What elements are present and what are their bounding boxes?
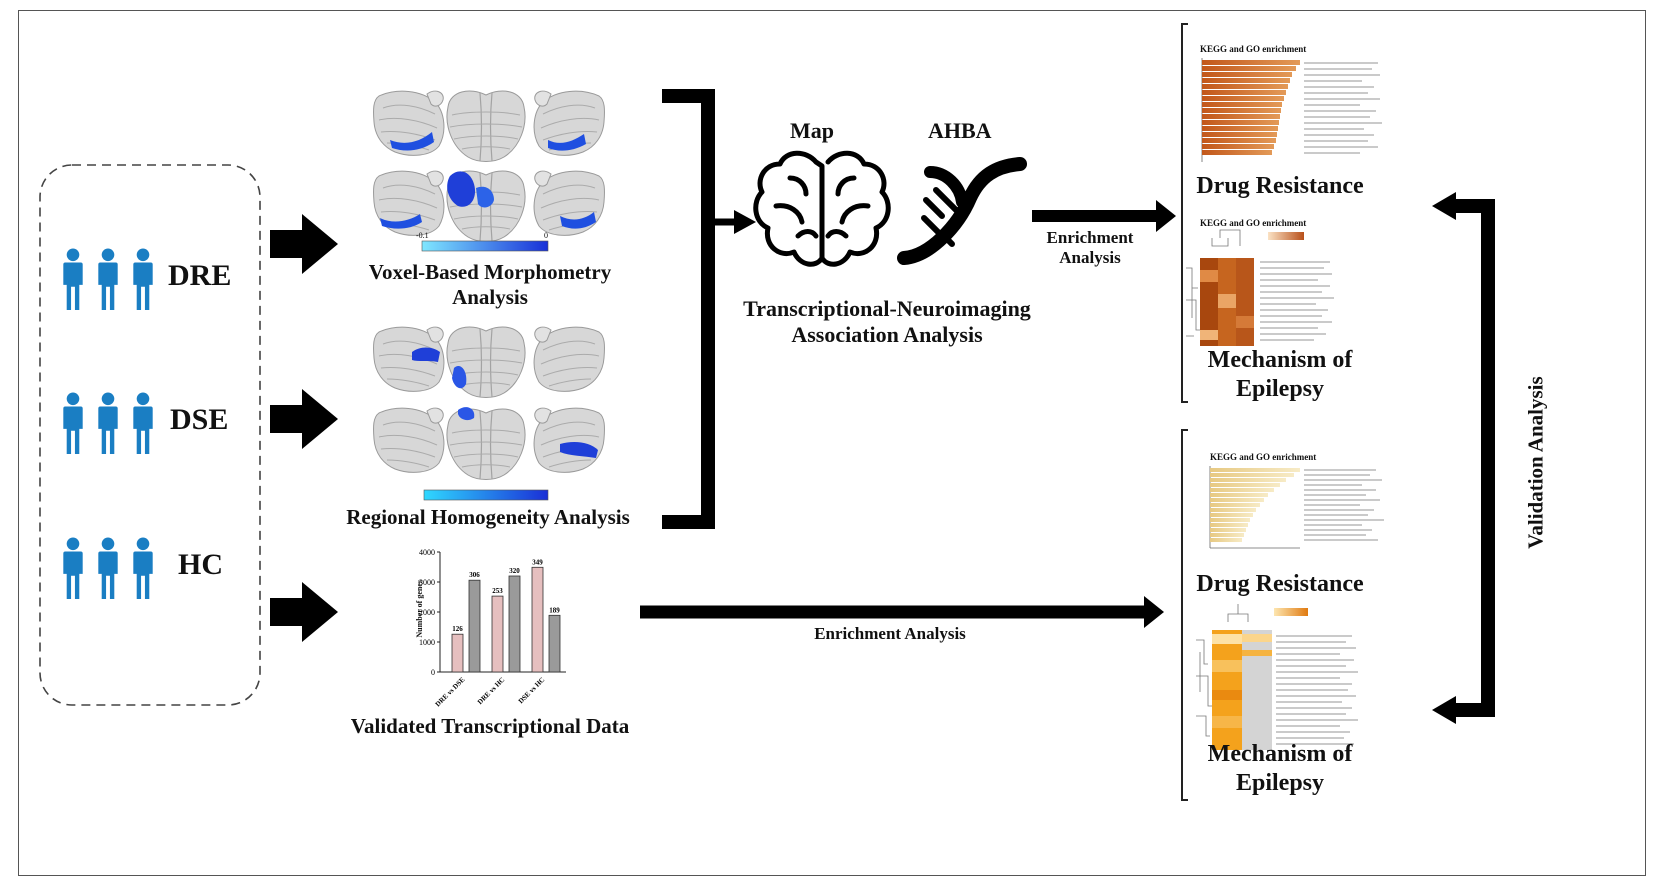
validation-arrow-down-icon xyxy=(1432,696,1456,724)
y-tick-label: 0 xyxy=(431,668,435,677)
arrow-to-vbm-icon xyxy=(270,214,338,274)
bar-value-label: 306 xyxy=(469,571,480,579)
arrow-to-validation-outputs-icon xyxy=(1144,596,1164,628)
groups-box xyxy=(39,164,261,706)
dna-icon xyxy=(897,157,1027,265)
validation-loop-connector xyxy=(1452,199,1495,717)
map-label: Map xyxy=(790,118,834,143)
association-title: Transcriptional-Neuroimaging Association… xyxy=(743,296,1031,348)
group-label-dre: DRE xyxy=(168,259,232,292)
reho-colorbar xyxy=(423,489,549,501)
bottom-enrichment-label: Enrichment Analysis xyxy=(814,624,966,643)
bar-0-1 xyxy=(468,579,481,673)
bottom-kegg-heatmap xyxy=(1196,604,1358,750)
bar-2-1 xyxy=(548,614,561,673)
dre-people-icon xyxy=(63,248,153,310)
drug-resistance-label-bottom: Drug Resistance xyxy=(1196,571,1364,597)
vbm-brain-maps xyxy=(372,90,606,243)
validated-bar-chart: 0 1000 2000 3000 4000 126 306 253 320 349 189 DRE… xyxy=(419,548,566,708)
validated-data-label: Validated Transcriptional Data xyxy=(350,714,630,738)
bar-0-0 xyxy=(451,633,464,673)
bar-1-0 xyxy=(491,595,504,673)
reho-brain-maps xyxy=(372,326,606,481)
vbm-colorbar-max: 0 xyxy=(544,231,548,240)
bar-value-label: 349 xyxy=(532,558,543,566)
figure-frame xyxy=(18,10,1646,876)
arrow-to-reho-icon xyxy=(270,389,338,449)
top-kegg-heatmap xyxy=(1186,229,1334,346)
hc-people-icon xyxy=(63,537,153,599)
arrow-to-validated-icon xyxy=(270,582,338,642)
bar-value-label: 126 xyxy=(452,625,463,633)
group-label-hc: HC xyxy=(178,548,223,581)
bottom-output-bracket xyxy=(1181,429,1188,801)
bar-2-0 xyxy=(531,566,544,673)
bar-value-label: 189 xyxy=(549,606,560,614)
y-tick-label: 3000 xyxy=(419,578,435,587)
vbm-colorbar xyxy=(421,240,549,252)
ahba-label: AHBA xyxy=(928,118,992,143)
top-enrichment-label: Enrichment Analysis xyxy=(1046,228,1134,268)
validation-analysis-label: Validation Analysis xyxy=(1523,376,1548,549)
bottom-kegg-bar-panel xyxy=(1209,466,1384,549)
group-label-dse: DSE xyxy=(170,403,229,436)
arrow-to-drug-resistance-icon xyxy=(1156,200,1176,232)
panel-title-3: KEGG and GO enrichment xyxy=(1210,452,1317,462)
arrow-to-association-icon xyxy=(734,210,756,234)
vbm-analysis-label: Voxel-Based Morphometry Analysis xyxy=(368,260,612,310)
reho-analysis-label: Regional Homogeneity Analysis xyxy=(346,505,630,529)
panel-title-2: KEGG and GO enrichment xyxy=(1200,218,1307,228)
x-category-label: DRE vs HC xyxy=(476,676,506,706)
y-tick-label: 1000 xyxy=(419,638,435,647)
x-category-label: DRE vs DSE xyxy=(434,676,467,709)
bar-value-label: 253 xyxy=(492,587,503,595)
x-category-label: DSE vs HC xyxy=(517,676,547,706)
validation-arrow-up-icon xyxy=(1432,192,1456,220)
chart-y-axis-label: Number of genes xyxy=(415,579,425,638)
bar-value-label: 320 xyxy=(509,567,520,575)
bar-1-1 xyxy=(508,575,521,673)
top-output-bracket xyxy=(1181,23,1188,403)
panel-title-1: KEGG and GO enrichment xyxy=(1200,44,1307,54)
mechanism-label-top: Mechanism of Epilepsy xyxy=(1207,347,1353,402)
dse-people-icon xyxy=(63,392,153,454)
top-kegg-bar-panel xyxy=(1201,58,1382,162)
mechanism-label-bottom: Mechanism of Epilepsy xyxy=(1207,741,1353,796)
brain-icon xyxy=(753,150,891,267)
bracket-connector xyxy=(662,89,715,529)
y-tick-label: 2000 xyxy=(419,608,435,617)
drug-resistance-label-top: Drug Resistance xyxy=(1196,173,1364,199)
y-tick-label: 4000 xyxy=(419,548,435,557)
vbm-colorbar-min: -0.1 xyxy=(416,231,429,240)
